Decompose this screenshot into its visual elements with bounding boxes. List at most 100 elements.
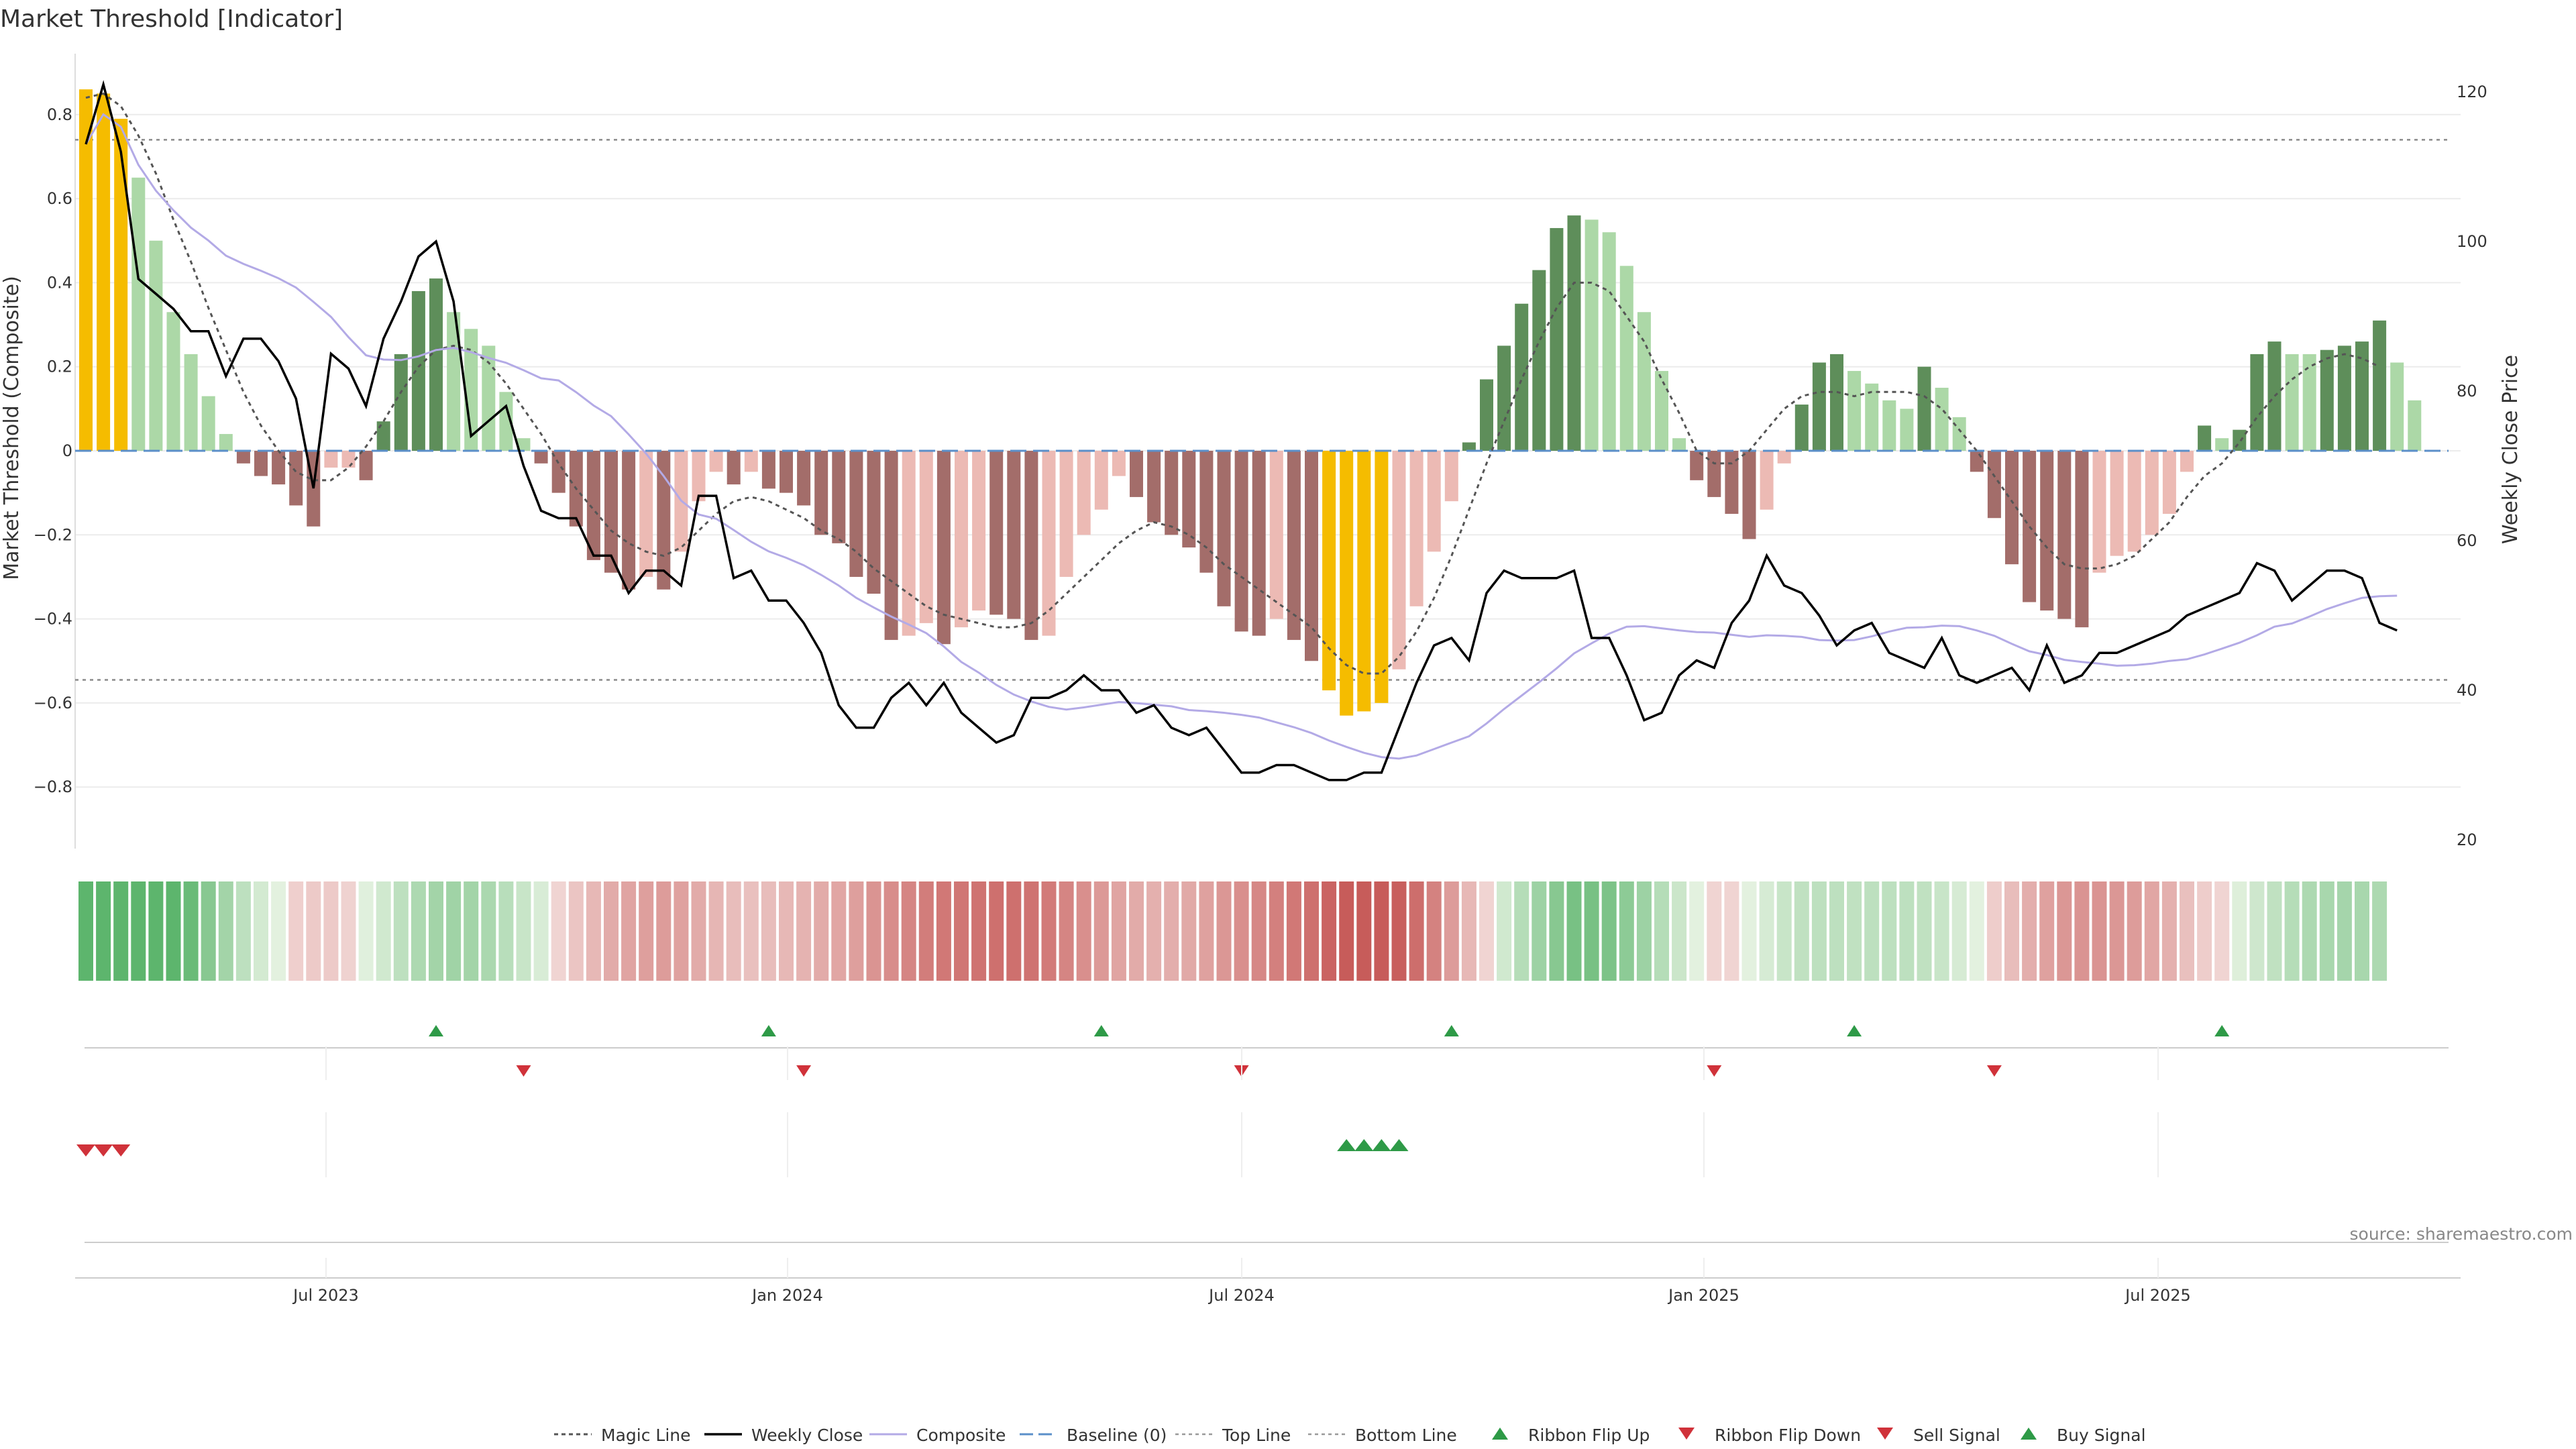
composite-bar xyxy=(902,451,916,636)
ribbon-cell xyxy=(1093,881,1109,981)
ribbon-cell xyxy=(1776,881,1792,981)
ribbon-cell xyxy=(901,881,916,981)
ribbon-cell xyxy=(1181,881,1197,981)
ribbon-cell xyxy=(1619,881,1634,981)
ribbon-cell xyxy=(464,881,479,981)
ribbon-flip-up-marker xyxy=(429,1025,443,1036)
composite-bar xyxy=(2092,451,2106,573)
ribbon-cell xyxy=(2267,881,2282,981)
ribbon-cell xyxy=(2180,881,2194,981)
composite-bar xyxy=(1900,409,1914,451)
ribbon-flip-down-marker xyxy=(1707,1065,1722,1077)
composite-bar xyxy=(1322,451,1336,691)
composite-bar xyxy=(1830,354,1843,451)
ribbon-cell xyxy=(1024,881,1039,981)
composite-bar xyxy=(411,290,425,451)
composite-bar xyxy=(2198,425,2212,451)
ribbon-cell xyxy=(971,881,987,981)
composite-bar xyxy=(1515,303,1529,451)
ribbon-cell xyxy=(1986,881,2002,981)
ribbon-cell xyxy=(2022,881,2037,981)
composite-bar xyxy=(1970,451,1984,472)
ribbon-cell xyxy=(1461,881,1477,981)
ribbon-cell xyxy=(358,881,374,981)
ribbon-cell xyxy=(866,881,881,981)
ribbon-cell xyxy=(1636,881,1652,981)
ribbon-cell xyxy=(1444,881,1459,981)
composite-bar xyxy=(709,451,723,472)
y-tick-label: 0.4 xyxy=(47,273,72,292)
composite-bar xyxy=(1619,266,1633,451)
composite-bar xyxy=(1532,270,1546,451)
ribbon-cell xyxy=(288,881,304,981)
composite-bar xyxy=(2250,354,2264,451)
composite-bar xyxy=(447,312,461,451)
ribbon-cell xyxy=(1339,881,1354,981)
ribbon-cell xyxy=(779,881,794,981)
composite-bar xyxy=(797,451,811,506)
composite-bar xyxy=(1112,451,1126,476)
ribbon-cell xyxy=(2284,881,2300,981)
legend-swatch xyxy=(1678,1428,1695,1440)
ribbon-cell xyxy=(1917,881,1932,981)
x-tick-label: Jul 2025 xyxy=(2124,1286,2191,1305)
ribbon-flip-up-marker xyxy=(2214,1025,2230,1036)
ribbon-cell xyxy=(743,881,759,981)
ribbon-cell xyxy=(1006,881,1022,981)
legend-label: Composite xyxy=(916,1426,1006,1445)
composite-bar xyxy=(1480,379,1493,451)
composite-bar xyxy=(2233,429,2247,451)
composite-bar xyxy=(97,93,111,451)
composite-bar xyxy=(1602,232,1616,451)
composite-bar xyxy=(1637,312,1651,451)
composite-bar xyxy=(2127,451,2141,552)
ribbon-cell xyxy=(918,881,934,981)
ribbon-cell xyxy=(376,881,391,981)
ribbon-cell xyxy=(656,881,672,981)
composite-bar xyxy=(2215,438,2229,451)
composite-bar xyxy=(727,451,741,485)
y2-tick-label: 20 xyxy=(2457,830,2477,849)
ribbon-cell xyxy=(1934,881,1949,981)
ribbon-cell xyxy=(201,881,216,981)
chart-title: Market Threshold [Indicator] xyxy=(0,5,343,33)
legend-swatch xyxy=(1877,1428,1893,1440)
composite-bar xyxy=(780,451,793,493)
legend: Magic Line Weekly Close Composite Baseline … xyxy=(554,1426,2146,1445)
y-tick-label: 0.6 xyxy=(47,189,72,208)
composite-bars xyxy=(79,89,2422,716)
composite-bar xyxy=(1444,451,1458,502)
y-axis-label: Market Threshold (Composite) xyxy=(0,276,23,580)
ribbon-cell xyxy=(849,881,864,981)
ribbon-cell xyxy=(1566,881,1582,981)
composite-bar xyxy=(254,451,268,476)
composite-bar xyxy=(1234,451,1248,632)
composite-bar xyxy=(1987,451,2001,519)
y2-tick-label: 120 xyxy=(2457,83,2487,101)
ribbon-cell xyxy=(2197,881,2212,981)
composite-bar xyxy=(534,451,548,464)
ribbon-cell xyxy=(341,881,356,981)
y-tick-label: 0.2 xyxy=(47,358,72,376)
ribbon-cell xyxy=(1497,881,1512,981)
x-tick-label: Jan 2025 xyxy=(1667,1286,1739,1305)
ribbon-cell xyxy=(2161,881,2177,981)
ribbon-cell xyxy=(1304,881,1319,981)
ribbon-cell xyxy=(2074,881,2090,981)
composite-bar xyxy=(1882,400,1896,451)
composite-bar xyxy=(1217,451,1231,606)
ribbon-cell xyxy=(831,881,847,981)
ribbon-cell xyxy=(1672,881,1687,981)
composite-bar xyxy=(1165,451,1179,535)
ribbon-cell xyxy=(1654,881,1669,981)
ribbon-cell xyxy=(691,881,706,981)
composite-bar xyxy=(394,354,408,451)
source-label: source: sharemaestro.com xyxy=(2350,1224,2573,1244)
composite-bar xyxy=(114,119,128,451)
ribbon-cell xyxy=(1847,881,1862,981)
composite-bar xyxy=(429,278,443,451)
ribbon-cell xyxy=(1811,881,1827,981)
composite-bar xyxy=(1497,345,1511,451)
composite-bar xyxy=(2408,400,2422,451)
